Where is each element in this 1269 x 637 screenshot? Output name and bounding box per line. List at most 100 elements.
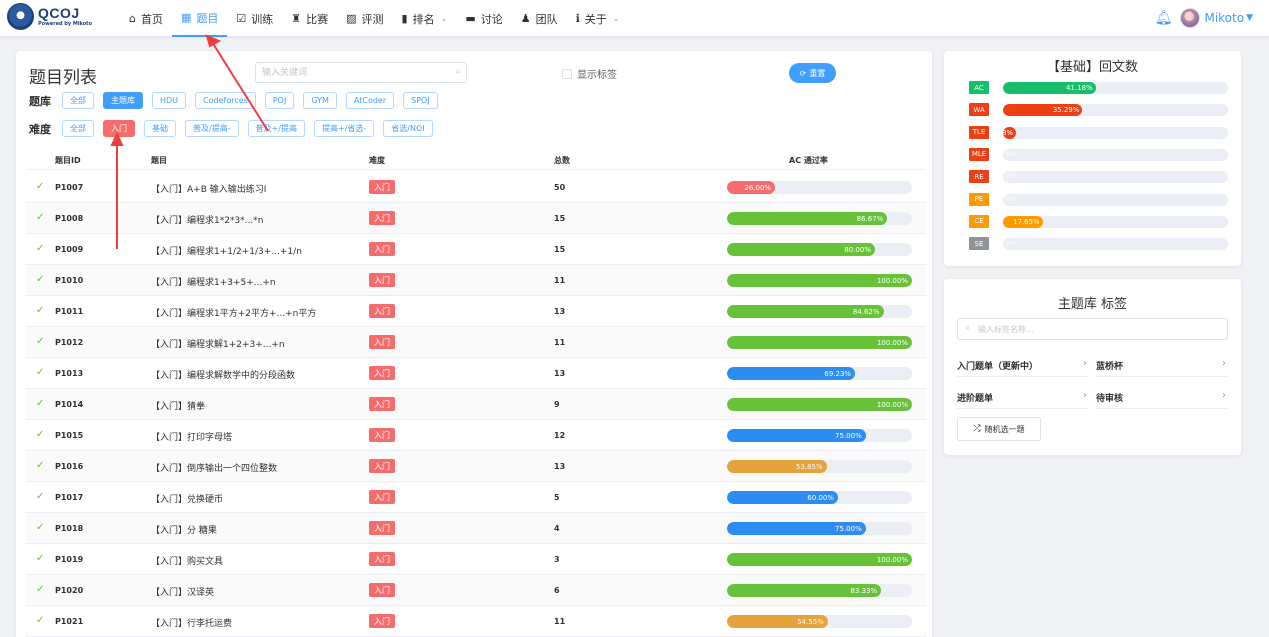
bank-button-5[interactable]: GYM — [303, 92, 337, 109]
col-difficulty[interactable]: 难度 — [369, 156, 385, 165]
bank-button-2[interactable]: HDU — [152, 92, 187, 109]
problem-id[interactable]: P1018 — [55, 524, 84, 533]
table-row[interactable]: ✓ P1007 【入门】A+B 输入输出练习I 入门 50 26.00% — [26, 172, 926, 203]
table-row[interactable]: ✓ P1010 【入门】编程求1+3+5+...+n 入门 11 100.00% — [26, 265, 926, 296]
problem-id[interactable]: P1008 — [55, 214, 84, 223]
search-icon: ⌕ — [965, 323, 971, 333]
nav-item-7[interactable]: ♟ 团队 — [512, 0, 567, 37]
nav-item-1[interactable]: ▦ 题目 — [171, 0, 228, 37]
random-problem-button[interactable]: ⤮ 随机选一题 — [957, 417, 1041, 441]
problem-title[interactable]: 【入门】编程求1*2*3*...*n — [151, 216, 264, 226]
problem-title[interactable]: 【入门】打印字母塔 — [151, 433, 233, 443]
problem-title[interactable]: 【入门】猜拳 — [151, 402, 206, 412]
difficulty-button-2[interactable]: 基础 — [144, 120, 176, 137]
nav-item-2[interactable]: ☑ 训练 — [227, 0, 282, 37]
table-row[interactable]: ✓ P1017 【入门】兑换硬币 入门 5 60.00% — [26, 482, 926, 513]
bank-button-6[interactable]: AtCoder — [345, 92, 395, 109]
problem-title[interactable]: 【入门】编程求解数学中的分段函数 — [151, 371, 296, 381]
total-count: 3 — [554, 555, 560, 564]
ac-rate-bar: 100.00% — [727, 398, 912, 411]
problem-id[interactable]: P1007 — [55, 183, 84, 192]
col-total[interactable]: 总数 — [554, 156, 570, 165]
show-tags-checkbox[interactable] — [562, 68, 572, 79]
col-ac-rate[interactable]: AC 通过率 — [789, 156, 828, 165]
nav-item-4[interactable]: ▨ 评测 — [337, 0, 392, 37]
difficulty-button-0[interactable]: 全部 — [62, 120, 94, 137]
tag-item[interactable]: 待审核 › — [1096, 385, 1228, 409]
problem-id[interactable]: P1020 — [55, 586, 84, 595]
avatar[interactable] — [1180, 8, 1201, 28]
difficulty-badge: 入门 — [369, 335, 395, 349]
difficulty-button-3[interactable]: 普及/提高- — [185, 120, 239, 137]
site-logo[interactable]: QCOJ Powered by Mikoto — [7, 3, 92, 30]
username[interactable]: Mikoto — [1204, 11, 1245, 25]
difficulty-button-5[interactable]: 提高+/省选- — [314, 120, 375, 137]
bank-button-1[interactable]: 主题库 — [103, 92, 143, 109]
bank-button-3[interactable]: Codeforces — [195, 92, 256, 109]
nav-item-6[interactable]: ▬ 讨论 — [456, 0, 511, 37]
problem-title[interactable]: 【入门】分 糖果 — [151, 526, 217, 536]
table-row[interactable]: ✓ P1020 【入门】汉译英 入门 6 83.33% — [26, 575, 926, 606]
difficulty-button-4[interactable]: 普及+/提高 — [247, 120, 305, 137]
problem-title[interactable]: 【入门】倒序输出一个四位整数 — [151, 464, 278, 474]
problem-title[interactable]: 【入门】行李托运费 — [151, 619, 233, 629]
table-row[interactable]: ✓ P1019 【入门】购买文具 入门 3 100.00% — [26, 544, 926, 575]
problem-title[interactable]: 【入门】编程求1+3+5+...+n — [151, 278, 276, 288]
table-row[interactable]: ✓ P1011 【入门】编程求1平方+2平方+...+n平方 入门 13 84.62% — [26, 296, 926, 327]
bank-button-4[interactable]: POJ — [264, 92, 295, 109]
table-row[interactable]: ✓ P1008 【入门】编程求1*2*3*...*n 入门 15 86.67% — [26, 203, 926, 234]
tag-item[interactable]: 蓝桥杯 › — [1096, 353, 1228, 377]
problem-title[interactable]: 【入门】编程求1平方+2平方+...+n平方 — [151, 309, 317, 319]
nav-item-0[interactable]: ⌂ 首页 — [120, 0, 172, 37]
problem-id[interactable]: P1009 — [55, 245, 84, 254]
search-icon[interactable]: ⌕ — [455, 66, 461, 77]
table-row[interactable]: ✓ P1016 【入门】倒序输出一个四位整数 入门 13 53.85% — [26, 451, 926, 482]
table-row[interactable]: ✓ P1009 【入门】编程求1+1/2+1/3+...+1/n 入门 15 80.00% — [26, 234, 926, 265]
caret-down-icon[interactable]: ▼ — [1246, 13, 1253, 23]
tag-search-input[interactable] — [978, 321, 1218, 337]
main-menu: ⌂ 首页 ▦ 题目 ☑ 训练 ♜ 比赛 ▨ 评测 ▮ 排名 ⌄ ▬ 讨论 ♟ 团队 ℹ 关于 ⌄ — [120, 0, 628, 37]
problem-id[interactable]: P1010 — [55, 276, 84, 285]
table-row[interactable]: ✓ P1013 【入门】编程求解数学中的分段函数 入门 13 69.23% — [26, 358, 926, 389]
problem-title[interactable]: 【入门】编程求1+1/2+1/3+...+1/n — [151, 247, 302, 257]
tag-item[interactable]: 进阶题单 › — [957, 385, 1089, 409]
col-id[interactable]: 题目ID — [55, 156, 81, 165]
col-title[interactable]: 题目 — [151, 156, 167, 165]
nav-item-3[interactable]: ♜ 比赛 — [282, 0, 337, 37]
problem-id[interactable]: P1012 — [55, 338, 84, 347]
nav-item-8[interactable]: ℹ 关于 ⌄ — [567, 0, 629, 37]
stats-title[interactable]: 【基础】回文数 — [1046, 60, 1138, 75]
nav-item-5[interactable]: ▮ 排名 ⌄ — [393, 0, 457, 37]
show-tags-toggle[interactable]: 显示标签 — [562, 66, 617, 81]
problem-id[interactable]: P1011 — [55, 307, 84, 316]
stat-fill: 17.65% — [1003, 215, 1043, 228]
keyword-search[interactable]: ⌕ — [255, 62, 467, 83]
difficulty-button-1[interactable]: 入门 — [103, 120, 135, 137]
problem-title[interactable]: 【入门】购买文具 — [151, 557, 224, 567]
search-input[interactable] — [256, 63, 441, 82]
problem-title[interactable]: 【入门】兑换硬币 — [151, 495, 224, 505]
table-row[interactable]: ✓ P1018 【入门】分 糖果 入门 4 75.00% — [26, 513, 926, 544]
bank-button-7[interactable]: SPOJ — [403, 92, 438, 109]
table-row[interactable]: ✓ P1014 【入门】猜拳 入门 9 100.00% — [26, 389, 926, 420]
problem-id[interactable]: P1017 — [55, 493, 84, 502]
problem-id[interactable]: P1014 — [55, 400, 84, 409]
problem-title[interactable]: 【入门】编程求解1+2+3+...+n — [151, 340, 285, 350]
table-row[interactable]: ✓ P1012 【入门】编程求解1+2+3+...+n 入门 11 100.00% — [26, 327, 926, 358]
problem-title[interactable]: 【入门】汉译英 — [151, 588, 215, 598]
tag-search[interactable]: ⌕ — [957, 318, 1228, 340]
check-icon: ✓ — [36, 212, 45, 223]
problem-id[interactable]: P1021 — [55, 617, 84, 626]
table-row[interactable]: ✓ P1015 【入门】打印字母塔 入门 12 75.00% — [26, 420, 926, 451]
table-row[interactable]: ✓ P1021 【入门】行李托运费 入门 11 54.55% — [26, 606, 926, 637]
problem-id[interactable]: P1015 — [55, 431, 84, 440]
reset-button[interactable]: ⟳ 重置 — [789, 63, 836, 83]
tag-item[interactable]: 入门题单（更新中） › — [957, 353, 1089, 377]
problem-id[interactable]: P1016 — [55, 462, 84, 471]
difficulty-button-6[interactable]: 省选/NOI — [383, 120, 433, 137]
bell-icon[interactable]: 🔔︎ — [1154, 10, 1173, 26]
problem-title[interactable]: 【入门】A+B 输入输出练习I — [151, 185, 267, 195]
problem-id[interactable]: P1019 — [55, 555, 84, 564]
bank-button-0[interactable]: 全部 — [62, 92, 94, 109]
problem-id[interactable]: P1013 — [55, 369, 84, 378]
